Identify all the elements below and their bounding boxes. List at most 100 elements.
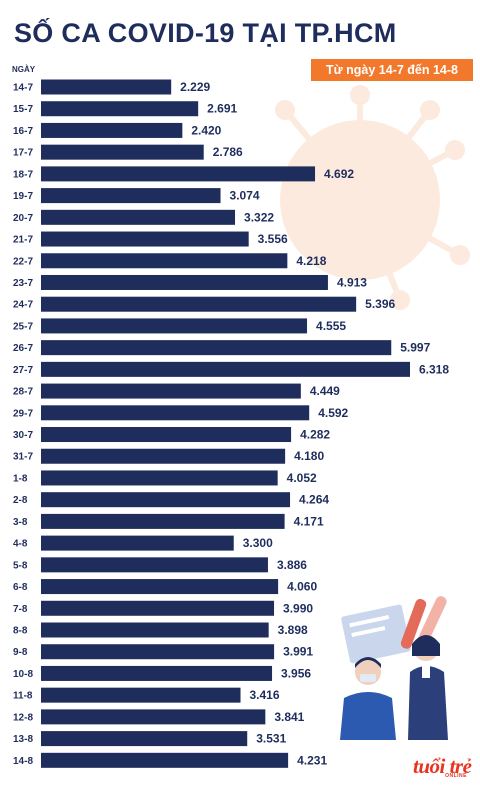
value-label: 3.556	[258, 232, 288, 246]
category-label: 27-7	[13, 365, 33, 376]
value-label: 4.060	[287, 580, 317, 594]
category-label: 3-8	[13, 517, 28, 528]
category-label: 21-7	[13, 235, 33, 246]
bar	[41, 231, 249, 247]
chart-title: SỐ CA COVID-19 TẠI TP.HCM	[14, 18, 397, 48]
value-label: 2.786	[213, 145, 243, 159]
category-label: 26-7	[13, 343, 33, 354]
category-label: 18-7	[13, 169, 33, 180]
bar	[41, 492, 291, 508]
value-label: 2.420	[191, 123, 221, 137]
bar	[41, 665, 273, 681]
value-label: 3.416	[250, 688, 280, 702]
bar	[41, 405, 310, 421]
people-illustration	[340, 596, 448, 740]
value-label: 3.841	[274, 710, 304, 724]
bar	[41, 709, 266, 725]
category-label: 15-7	[13, 104, 33, 115]
bar	[41, 470, 278, 486]
date-range-badge: Từ ngày 14-7 đến 14-8	[311, 59, 473, 81]
bar	[41, 144, 204, 160]
category-label: 30-7	[13, 430, 33, 441]
value-label: 3.886	[277, 558, 307, 572]
value-label: 3.322	[244, 210, 274, 224]
logo-subtext: ONLINE	[445, 773, 467, 779]
value-label: 3.898	[278, 623, 308, 637]
value-label: 5.396	[365, 297, 395, 311]
value-label: 3.074	[230, 189, 260, 203]
category-label: 1-8	[13, 473, 28, 484]
value-label: 2.691	[207, 102, 237, 116]
value-label: 4.218	[296, 254, 326, 268]
value-label: 4.171	[294, 514, 324, 528]
category-label: 10-8	[13, 669, 33, 680]
bar	[41, 579, 279, 595]
bar	[41, 101, 199, 117]
bar	[41, 274, 328, 290]
category-label: 28-7	[13, 387, 33, 398]
value-label: 4.052	[287, 471, 317, 485]
bar	[41, 644, 275, 660]
bar	[41, 513, 285, 529]
bar	[41, 752, 289, 768]
bar	[41, 188, 221, 204]
category-label: 25-7	[13, 321, 33, 332]
category-label: 23-7	[13, 278, 33, 289]
category-label: 9-8	[13, 647, 28, 658]
category-label: 12-8	[13, 712, 33, 723]
bar	[41, 535, 234, 551]
category-label: 8-8	[13, 626, 28, 637]
bar	[41, 427, 292, 443]
bar	[41, 361, 410, 377]
value-label: 4.180	[294, 449, 324, 463]
value-label: 4.231	[297, 753, 327, 767]
bar	[41, 340, 392, 356]
value-label: 4.592	[318, 406, 348, 420]
category-label: 5-8	[13, 560, 28, 571]
value-label: 4.555	[316, 319, 346, 333]
bar	[41, 600, 275, 616]
value-label: 4.913	[337, 275, 367, 289]
value-label: 4.692	[324, 167, 354, 181]
category-label: 11-8	[13, 691, 33, 702]
category-label: 6-8	[13, 582, 28, 593]
category-label: 29-7	[13, 408, 33, 419]
value-label: 3.990	[283, 601, 313, 615]
value-label: 5.997	[400, 341, 430, 355]
bar	[41, 622, 269, 638]
bar	[41, 122, 183, 138]
value-label: 2.229	[180, 80, 210, 94]
bar	[41, 731, 248, 747]
category-label: 16-7	[13, 126, 33, 137]
bar	[41, 383, 301, 399]
category-label: 14-7	[13, 83, 33, 94]
value-label: 3.991	[283, 645, 313, 659]
value-label: 4.282	[300, 428, 330, 442]
bar	[41, 557, 268, 573]
category-label: 24-7	[13, 300, 33, 311]
value-label: 3.531	[256, 732, 286, 746]
value-label: 3.956	[281, 666, 311, 680]
logo-text: tuổi trẻ	[413, 754, 472, 778]
value-label: 6.318	[419, 362, 449, 376]
bar	[41, 448, 286, 464]
bar	[41, 209, 236, 225]
category-label: 22-7	[13, 256, 33, 267]
value-label: 3.300	[243, 536, 273, 550]
tuoi-tre-logo: tuổi trẻ ONLINE	[413, 754, 472, 780]
category-label: 14-8	[13, 756, 33, 767]
bar	[41, 253, 288, 269]
category-label: 13-8	[13, 734, 33, 745]
category-label: 19-7	[13, 191, 33, 202]
value-label: 4.264	[299, 493, 329, 507]
bar	[41, 318, 308, 334]
category-label: 31-7	[13, 452, 33, 463]
axis-header-date: NGÀY	[12, 65, 36, 74]
category-label: 20-7	[13, 213, 33, 224]
value-label: 4.449	[310, 384, 340, 398]
bar	[41, 79, 172, 95]
category-label: 17-7	[13, 148, 33, 159]
bar	[41, 166, 316, 182]
